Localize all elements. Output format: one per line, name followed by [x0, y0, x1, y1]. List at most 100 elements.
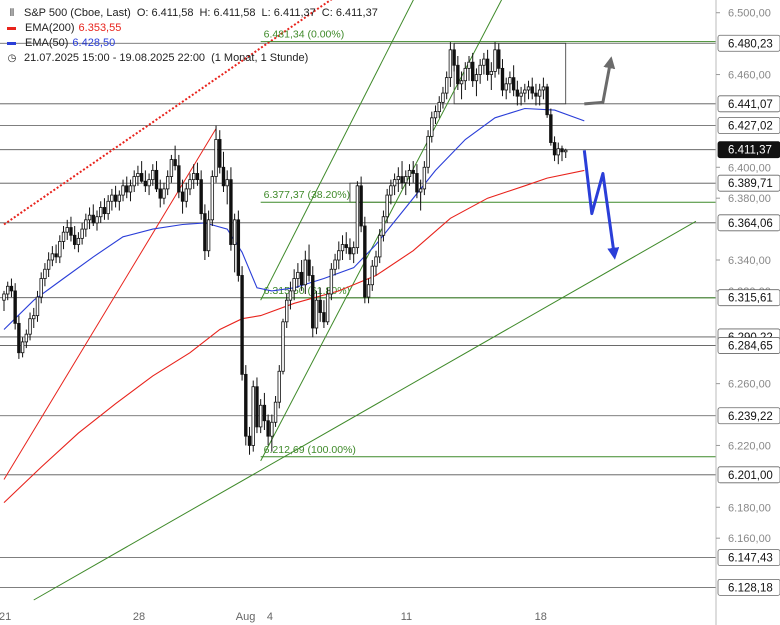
- candle: [370, 260, 374, 291]
- candle: [72, 226, 77, 250]
- level-price-badge-label: 6.441,07: [728, 99, 773, 111]
- legend-ema200-row: EMA(200) 6.353,55: [6, 21, 378, 36]
- candle: [6, 281, 10, 301]
- level-price-badge-label: 6.147,43: [728, 553, 773, 565]
- candle: [564, 148, 568, 158]
- candle-body: [136, 173, 140, 177]
- date-range: 21.07.2025 15:00 - 19.08.2025 22:00: [24, 52, 206, 64]
- candle: [374, 250, 378, 276]
- level-price-badge-box: [717, 466, 780, 484]
- candle: [411, 161, 415, 183]
- candle-body: [333, 259, 337, 270]
- candle-body: [545, 86, 549, 116]
- candle: [32, 307, 36, 328]
- candle-body: [210, 176, 215, 221]
- candle-body: [474, 74, 479, 82]
- candle: [210, 170, 215, 226]
- candle-body: [322, 312, 326, 323]
- candle-body: [58, 241, 62, 258]
- level-price-badge: 6.364,06: [717, 214, 780, 232]
- candle: [348, 238, 352, 260]
- candle-body: [426, 135, 430, 168]
- clock-icon: ◷: [7, 53, 17, 64]
- candle: [545, 83, 549, 118]
- level-price-badge: 6.427,02: [717, 117, 780, 134]
- candle: [337, 241, 341, 270]
- candle: [485, 49, 490, 81]
- candle: [218, 130, 222, 174]
- candle-body: [61, 231, 66, 242]
- candle-body: [46, 259, 51, 270]
- current-price-badge-label: 6.411,37: [728, 145, 772, 157]
- candle-body: [515, 89, 520, 97]
- candle: [106, 195, 110, 220]
- candle: [530, 77, 534, 100]
- level-price-badge: 6.315,61: [717, 289, 780, 307]
- candle-body: [20, 341, 25, 354]
- candle-body: [240, 275, 244, 375]
- candle: [143, 170, 148, 192]
- candle: [188, 173, 192, 196]
- legend-title-row: ⫴ S&P 500 (Cboe, Last) O: 6.411,58 H: 6.…: [6, 6, 378, 21]
- level-price-badge-box: [717, 214, 780, 232]
- candle: [251, 380, 255, 452]
- candle-body: [381, 216, 386, 236]
- level-price-badge: 6.201,00: [717, 466, 780, 484]
- candle-body: [121, 185, 125, 196]
- candle-body: [76, 237, 81, 245]
- candle: [556, 142, 560, 165]
- instrument-title: S&P 500 (Cboe, Last): [24, 7, 131, 19]
- candle-body: [188, 179, 192, 190]
- range-box: [453, 42, 567, 105]
- level-price-badge-box: [717, 337, 780, 354]
- candle-body: [329, 268, 334, 295]
- candle: [136, 165, 140, 186]
- candle-body: [192, 173, 196, 181]
- candle: [426, 130, 430, 174]
- candle-body: [225, 179, 229, 187]
- y-tick-label: 6.220,00: [728, 440, 771, 452]
- candle-body: [285, 299, 289, 323]
- candle-body: [482, 58, 486, 66]
- candle: [418, 179, 423, 211]
- candle: [43, 263, 47, 287]
- candle-body: [251, 386, 255, 446]
- candle-body: [467, 61, 471, 69]
- x-tick-label: Aug: [236, 611, 256, 623]
- y-tick-label: 6.260,00: [728, 379, 771, 391]
- candle-body: [560, 148, 564, 153]
- candle-body: [281, 321, 285, 372]
- trend-line: [33, 220, 697, 601]
- candle-body: [162, 188, 166, 199]
- candle-body: [273, 401, 278, 423]
- fib-label: 6.377,37 (38.20%): [264, 189, 350, 201]
- candle: [318, 287, 322, 322]
- candle: [441, 86, 445, 109]
- candle: [35, 290, 40, 322]
- candle: [84, 213, 88, 237]
- candle: [162, 182, 166, 205]
- candle-body: [165, 176, 170, 190]
- ema200-label: EMA(200): [25, 22, 75, 34]
- level-price-badge-label: 6.201,00: [728, 470, 773, 482]
- candle: [452, 43, 456, 72]
- candle-body: [415, 173, 419, 193]
- candle-body: [374, 256, 378, 267]
- candle-body: [385, 194, 389, 218]
- candle: [192, 164, 196, 189]
- candle: [240, 266, 244, 381]
- legend-ema50-row: EMA(50) 6.428,50: [6, 36, 378, 51]
- candle-body: [296, 271, 300, 279]
- level-price-badge-box: [717, 289, 780, 307]
- candle: [303, 250, 308, 294]
- candle-body: [50, 253, 55, 261]
- candle-body: [288, 290, 293, 301]
- candle: [404, 170, 408, 196]
- current-price-badge: 6.411,37: [717, 141, 780, 159]
- candle: [322, 300, 326, 328]
- candle: [489, 62, 494, 90]
- y-tick-label: 6.460,00: [728, 70, 771, 82]
- candle-body: [437, 101, 441, 113]
- candle-body: [39, 278, 43, 298]
